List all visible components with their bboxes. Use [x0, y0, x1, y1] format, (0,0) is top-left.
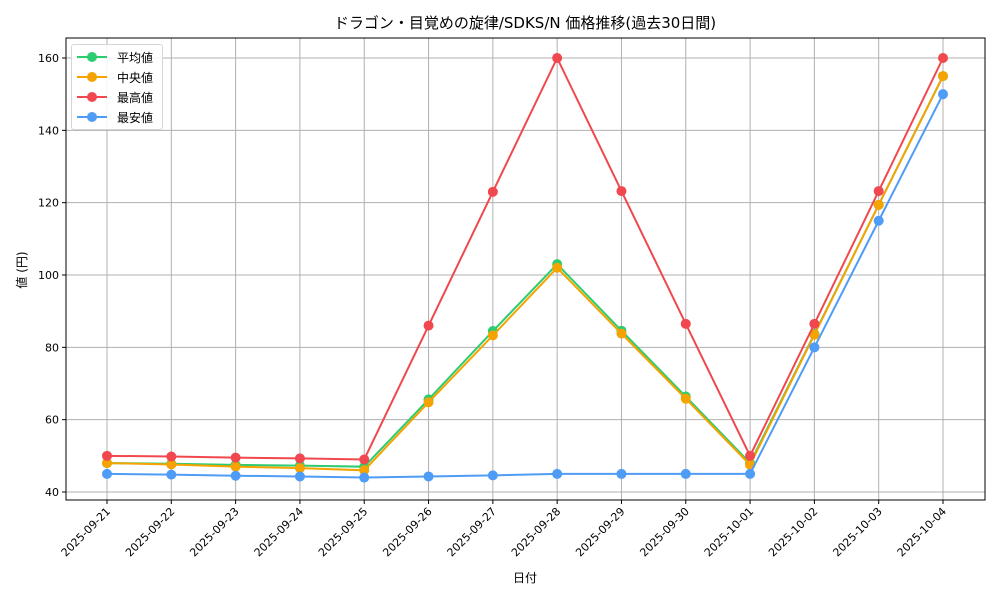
data-point[interactable]: [552, 262, 563, 273]
y-tick-label: 40: [45, 486, 59, 499]
x-tick-label: 2025-10-02: [766, 505, 820, 559]
data-point[interactable]: [294, 471, 305, 482]
data-point[interactable]: [809, 342, 820, 353]
data-point[interactable]: [359, 454, 370, 465]
x-tick-label: 2025-09-29: [573, 505, 627, 559]
legend-item: 最安値: [72, 107, 162, 127]
series-中央値: [102, 71, 948, 476]
y-tick-label: 60: [45, 414, 59, 427]
data-point[interactable]: [616, 328, 627, 339]
y-tick-label: 160: [38, 52, 59, 65]
x-axis: 2025-09-21 2025-09-22 2025-09-23 2025-09-24…: [59, 500, 949, 559]
data-point[interactable]: [616, 468, 627, 479]
y-axis-label: 値 (円): [14, 251, 29, 288]
legend-label: 最高値: [117, 91, 154, 105]
data-point[interactable]: [938, 71, 948, 82]
x-tick-label: 2025-09-30: [637, 505, 691, 559]
legend-item: 平均値: [72, 47, 162, 67]
data-point[interactable]: [873, 199, 884, 210]
data-point[interactable]: [552, 468, 563, 479]
legend-label: 平均値: [117, 51, 154, 65]
x-tick-label: 2025-09-27: [445, 505, 499, 559]
legend-label: 中央値: [117, 71, 154, 85]
data-point[interactable]: [102, 450, 112, 461]
data-point[interactable]: [102, 468, 112, 479]
data-point[interactable]: [680, 318, 691, 329]
plot-frame: [65, 37, 986, 501]
data-point[interactable]: [423, 320, 434, 331]
data-point[interactable]: [294, 453, 305, 464]
legend-item: 最高値: [72, 87, 162, 107]
data-point[interactable]: [616, 186, 627, 197]
x-tick-label: 2025-10-03: [830, 505, 884, 559]
series-最安値: [102, 89, 948, 483]
data-point[interactable]: [938, 53, 948, 63]
x-tick-label: 2025-09-25: [316, 505, 370, 559]
x-tick-label: 2025-09-28: [509, 505, 563, 559]
series-最高値: [102, 53, 948, 465]
y-tick-label: 80: [45, 341, 59, 354]
legend-label: 最安値: [117, 111, 154, 125]
x-tick-label: 2025-09-26: [380, 505, 434, 559]
series-layer: [102, 53, 948, 483]
data-point[interactable]: [359, 472, 370, 483]
data-point[interactable]: [230, 452, 241, 463]
data-point[interactable]: [166, 451, 177, 462]
data-point[interactable]: [230, 470, 241, 481]
legend-item: 中央値: [72, 67, 162, 87]
data-point[interactable]: [423, 471, 434, 482]
data-point[interactable]: [938, 89, 948, 100]
x-tick-label: 2025-10-01: [702, 505, 756, 559]
x-tick-label: 2025-10-04: [895, 505, 949, 559]
legend-marker-icon: [87, 52, 97, 62]
data-point[interactable]: [809, 318, 820, 329]
x-tick-label: 2025-09-22: [123, 505, 177, 559]
x-tick-label: 2025-09-21: [59, 505, 113, 559]
data-point[interactable]: [680, 468, 691, 479]
data-point[interactable]: [102, 458, 112, 469]
data-point[interactable]: [230, 461, 241, 472]
data-point[interactable]: [680, 393, 691, 404]
x-axis-label: 日付: [513, 571, 537, 585]
y-tick-label: 100: [38, 269, 59, 282]
data-point[interactable]: [423, 397, 434, 408]
data-point[interactable]: [487, 330, 498, 341]
legend: 平均値中央値最高値最安値: [71, 44, 163, 130]
data-point[interactable]: [873, 186, 884, 197]
chart-title: ドラゴン・目覚めの旋律/SDKS/N 価格推移(過去30日間): [333, 14, 717, 32]
data-point[interactable]: [809, 329, 820, 340]
y-tick-label: 140: [38, 124, 59, 137]
data-point[interactable]: [873, 215, 884, 226]
grid-lines: [66, 38, 985, 500]
data-point[interactable]: [166, 459, 177, 470]
series-平均値: [102, 71, 948, 472]
legend-marker-icon: [87, 112, 97, 122]
y-tick-label: 120: [38, 197, 59, 210]
data-point[interactable]: [745, 468, 756, 479]
data-point[interactable]: [745, 450, 756, 461]
data-point[interactable]: [166, 469, 177, 480]
legend-marker-icon: [87, 92, 97, 102]
data-point[interactable]: [294, 463, 305, 474]
data-point[interactable]: [359, 465, 370, 476]
legend-marker-icon: [87, 72, 97, 82]
data-point[interactable]: [487, 470, 498, 481]
x-tick-label: 2025-09-24: [252, 505, 306, 559]
y-axis: 40 60 80 100 120 140 160: [38, 52, 66, 499]
data-point[interactable]: [552, 53, 563, 63]
data-point[interactable]: [487, 186, 498, 197]
x-tick-label: 2025-09-23: [187, 505, 241, 559]
